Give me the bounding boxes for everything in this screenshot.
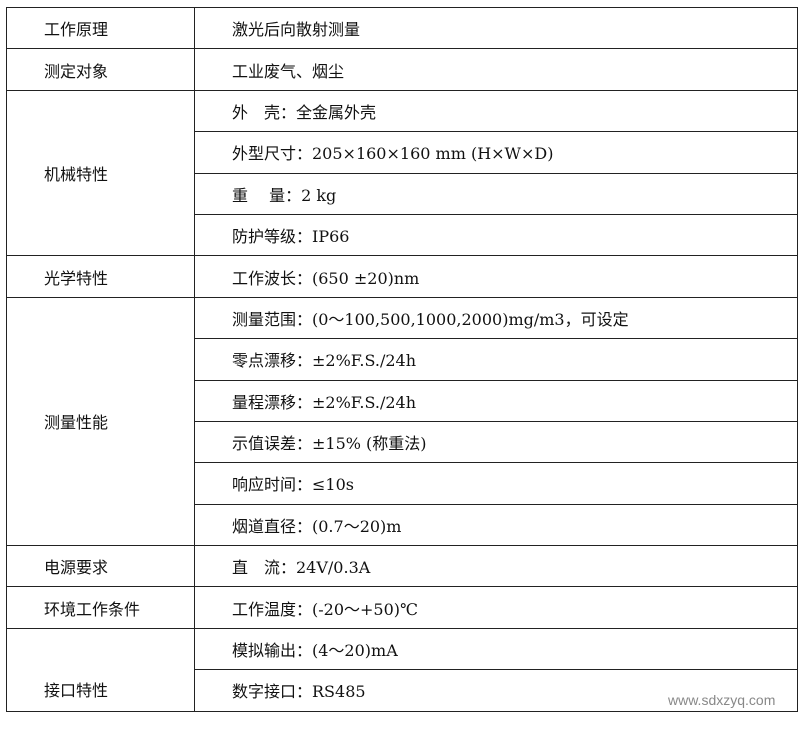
spec-value: 数字接口：RS485 <box>194 669 798 712</box>
table-row: 外型尺寸：205×160×160 mm (H×W×D) <box>7 131 798 174</box>
spec-value: 外型尺寸：205×160×160 mm (H×W×D) <box>194 131 798 174</box>
table-row: 接口特性 模拟输出：(4～20)mA <box>6 627 798 712</box>
spec-value: 测量范围：(0～100,500,1000,2000)mg/m3，可设定 <box>194 296 798 340</box>
table-row: 量程漂移：±2%F.S./24h <box>7 379 798 422</box>
spec-value: 工业废气、烟尘 <box>194 48 798 91</box>
table-row: 测量性能 测量范围：(0～100,500,1000,2000)mg/m3，可设定 <box>6 296 798 547</box>
spec-value: 防护等级：IP66 <box>194 213 798 257</box>
watermark: www.sdxzyq.com <box>668 692 776 708</box>
category-label: 测定对象 <box>6 48 195 91</box>
spec-value: 示值误差：±15% (称重法) <box>194 420 798 464</box>
spec-value: 外 壳：全金属外壳 <box>194 89 798 133</box>
table-row: 测定对象 工业废气、烟尘 <box>6 48 798 91</box>
category-label: 机械特性 <box>6 89 195 257</box>
table-row: 电源要求直 流：24V/0.3A <box>6 545 798 588</box>
spec-table: 工作原理 激光后向散射测量 测定对象 工业废气、烟尘 机械特性外 壳：全金属外壳 外型尺寸… <box>6 6 798 712</box>
table-row: 零点漂移：±2%F.S./24h <box>7 338 798 381</box>
category-label: 电源要求 <box>6 545 195 588</box>
table-row: 光学特性 工作波长：(650 ±20)nm <box>6 255 798 298</box>
spec-value: 量程漂移：±2%F.S./24h <box>194 379 798 422</box>
spec-value: 激光后向散射测量 <box>194 6 798 50</box>
spec-value: 模拟输出：(4～20)mA <box>194 627 798 671</box>
spec-value: 工作波长：(650 ±20)nm <box>194 255 798 298</box>
spec-value: 响应时间：≤10s <box>194 462 798 505</box>
table-row: 环境工作条件 工作温度：(-20～+50)℃ <box>6 586 798 629</box>
table-row: 机械特性外 壳：全金属外壳 <box>6 89 798 257</box>
table-row: 示值误差：±15% (称重法) <box>7 420 798 464</box>
spec-value: 直 流：24V/0.3A <box>194 545 798 588</box>
spec-value: 工作温度：(-20～+50)℃ <box>194 586 798 629</box>
table-row: 数字接口：RS485 <box>7 669 798 712</box>
table-row: 响应时间：≤10s <box>7 462 798 505</box>
spec-value: 零点漂移：±2%F.S./24h <box>194 338 798 381</box>
table-row: 工作原理 激光后向散射测量 <box>6 6 798 50</box>
spec-value: 重 量：2 kg <box>194 172 798 215</box>
table-row: 重 量：2 kg <box>7 172 798 215</box>
spec-value: 烟道直径：(0.7～20)m <box>194 503 798 547</box>
category-label: 环境工作条件 <box>6 586 195 629</box>
category-label: 工作原理 <box>6 6 195 50</box>
category-label: 接口特性 <box>6 627 195 712</box>
category-label: 光学特性 <box>6 255 195 298</box>
table-row: 烟道直径：(0.7～20)m <box>7 503 798 547</box>
category-label: 测量性能 <box>6 296 195 547</box>
